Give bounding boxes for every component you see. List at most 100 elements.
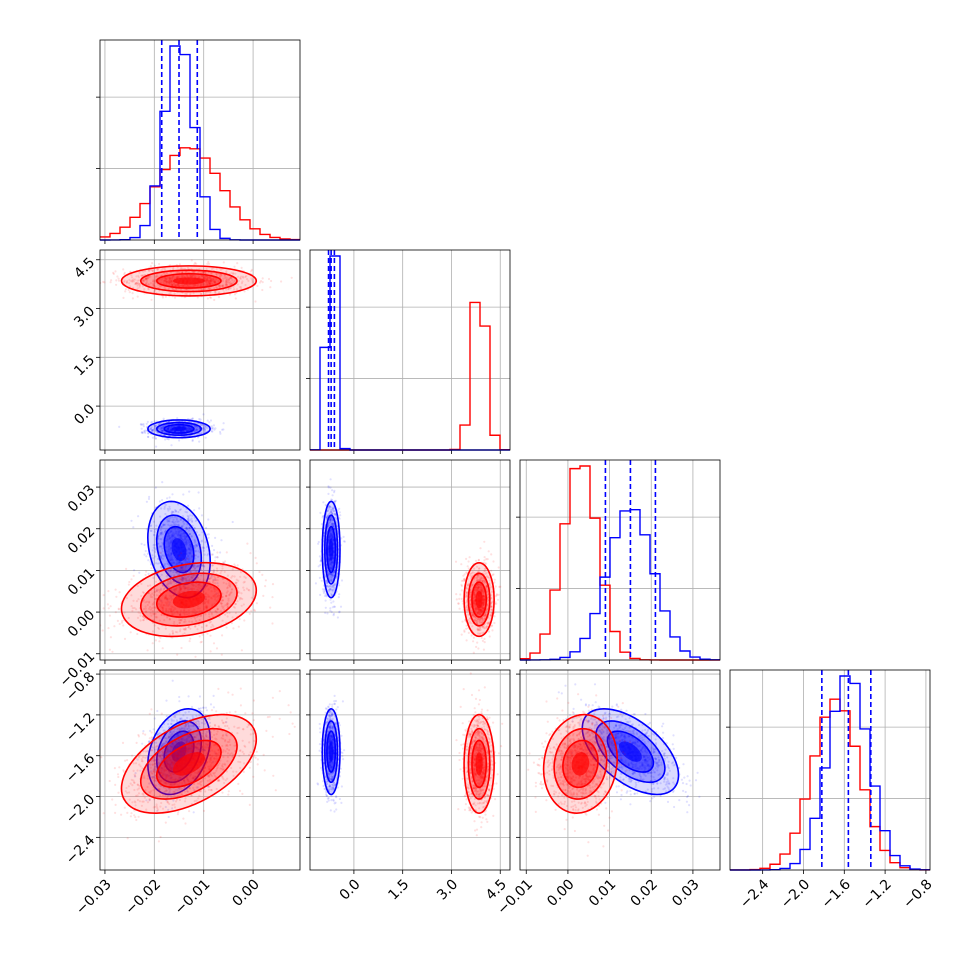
scatter-point <box>195 285 198 288</box>
scatter-point <box>333 571 336 574</box>
scatter-point <box>207 260 210 264</box>
scatter-point <box>170 283 174 286</box>
scatter-point <box>206 276 209 279</box>
scatter-point <box>136 632 139 636</box>
panel-2-0-series-0 <box>130 481 234 617</box>
scatter-point <box>480 611 483 614</box>
scatter-point <box>207 280 210 283</box>
scatter-point <box>188 578 191 581</box>
scatter-point <box>184 558 187 561</box>
scatter-point <box>168 507 171 510</box>
scatter-point <box>118 622 121 626</box>
scatter-point <box>329 524 332 527</box>
scatter-point <box>331 606 334 609</box>
scatter-point <box>194 261 197 264</box>
scatter-point <box>332 539 335 542</box>
scatter-point <box>194 554 197 557</box>
scatter-point <box>173 516 176 519</box>
scatter-point <box>176 563 179 566</box>
scatter-point <box>171 537 174 540</box>
scatter-point <box>179 613 182 617</box>
scatter-point <box>146 584 150 588</box>
scatter-point <box>333 524 336 528</box>
scatter-point <box>160 427 163 430</box>
scatter-point <box>192 292 195 295</box>
scatter-point <box>171 535 174 538</box>
scatter-point <box>148 607 151 610</box>
scatter-point <box>172 570 175 574</box>
scatter-point <box>179 534 183 537</box>
hist-panel-0 <box>96 39 301 244</box>
scatter-point <box>128 580 131 584</box>
scatter-point <box>180 284 183 287</box>
scatter-point <box>250 596 253 599</box>
scatter-point <box>163 565 166 568</box>
scatter-point <box>233 279 236 282</box>
scatter-point <box>152 576 155 580</box>
scatter-point <box>202 565 206 568</box>
scatter-point <box>196 436 200 439</box>
scatter-point <box>329 573 332 577</box>
scatter-point <box>187 427 190 430</box>
scatter-point <box>185 527 188 531</box>
scatter-point <box>210 282 214 285</box>
panel-2-0 <box>96 459 301 664</box>
scatter-point <box>154 612 157 615</box>
scatter-point <box>187 626 190 629</box>
scatter-point <box>148 605 152 609</box>
scatter-point <box>169 516 172 519</box>
scatter-point <box>199 284 202 287</box>
scatter-point <box>290 276 293 279</box>
scatter-point <box>145 600 149 603</box>
scatter-point <box>162 417 165 420</box>
scatter-point <box>212 595 215 598</box>
scatter-point <box>149 612 152 615</box>
scatter-point <box>128 291 131 294</box>
scatter-point <box>331 522 334 525</box>
scatter-point <box>144 278 147 281</box>
scatter-point <box>469 591 472 594</box>
scatter-point <box>171 631 175 635</box>
scatter-point <box>135 608 138 611</box>
scatter-point <box>181 274 184 277</box>
scatter-point <box>154 275 157 278</box>
scatter-point <box>164 529 168 532</box>
scatter-point <box>172 267 175 270</box>
scatter-point <box>322 501 325 504</box>
scatter-point <box>187 547 190 550</box>
scatter-point <box>330 564 333 567</box>
scatter-point <box>162 429 165 432</box>
scatter-point <box>229 585 232 589</box>
scatter-point <box>152 280 155 283</box>
scatter-point <box>150 614 153 617</box>
scatter-point <box>140 431 143 434</box>
scatter-point <box>174 536 177 539</box>
scatter-point <box>203 429 206 432</box>
scatter-point <box>213 590 216 593</box>
scatter-point <box>198 440 201 443</box>
scatter-point <box>168 276 171 279</box>
scatter-point <box>331 506 334 509</box>
scatter-point <box>179 586 182 589</box>
scatter-point <box>160 526 163 529</box>
scatter-point <box>160 613 163 616</box>
scatter-point <box>189 552 192 555</box>
scatter-point <box>218 275 221 278</box>
scatter-point <box>149 584 152 587</box>
scatter-point <box>477 608 480 612</box>
scatter-point <box>234 611 237 615</box>
scatter-point <box>207 533 210 536</box>
scatter-point <box>178 560 181 564</box>
scatter-point <box>183 584 186 587</box>
scatter-point <box>243 575 246 578</box>
scatter-point <box>177 524 180 527</box>
scatter-point <box>135 282 138 285</box>
scatter-point <box>477 582 480 586</box>
scatter-point <box>201 423 204 426</box>
scatter-point <box>189 545 192 548</box>
panel-1-0 <box>96 249 301 454</box>
scatter-point <box>331 586 334 589</box>
scatter-point <box>201 587 204 590</box>
scatter-point <box>216 594 219 597</box>
scatter-point <box>179 536 183 539</box>
